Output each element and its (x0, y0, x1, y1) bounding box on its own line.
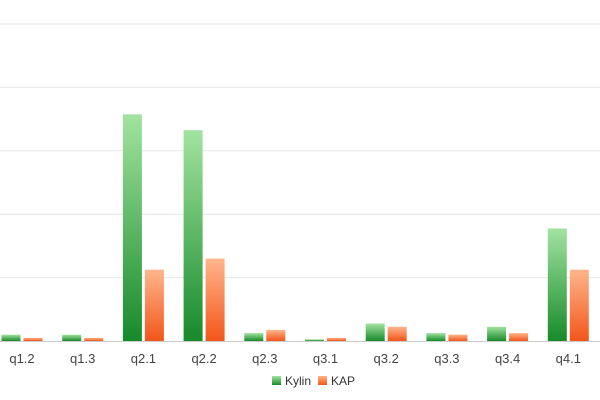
bar-kap-q3.2[interactable] (387, 326, 407, 341)
bar-kap-q3.4[interactable] (509, 333, 529, 341)
bars-group (1, 114, 589, 341)
legend-label-kylin[interactable]: Kylin (285, 374, 311, 388)
bar-kap-q2.2[interactable] (205, 258, 225, 341)
x-tick-label: q1.3 (70, 351, 95, 366)
bar-kylin-q4.1[interactable] (547, 228, 567, 341)
bar-kylin-q2.2[interactable] (183, 130, 203, 341)
x-tick-label: q3.4 (495, 351, 520, 366)
legend-swatch-kap[interactable] (318, 376, 327, 385)
bar-kylin-q1.2[interactable] (1, 334, 21, 341)
bar-kap-q3.1[interactable] (327, 337, 346, 341)
bar-kylin-q3.4[interactable] (487, 326, 507, 341)
x-tick-label: q4.1 (556, 351, 581, 366)
bar-kap-q1.2[interactable] (23, 337, 43, 341)
x-tick-label: q3.3 (434, 351, 459, 366)
x-tick-labels: q1.2 q1.3 q2.1 q2.2 q2.3 q3.1 q3.2 q3.3 q3.4 q4.1 (9, 351, 581, 366)
gridlines (0, 23, 600, 279)
bar-kylin-q3.1[interactable] (305, 339, 324, 341)
bar-kylin-q3.2[interactable] (365, 323, 385, 341)
bar-kap-q2.3[interactable] (266, 329, 286, 341)
legend: Kylin KAP (272, 374, 355, 388)
x-tick-label: q2.2 (191, 351, 216, 366)
bar-kap-q3.3[interactable] (448, 334, 468, 341)
bar-kylin-q2.3[interactable] (244, 333, 264, 341)
bar-kap-q1.3[interactable] (84, 337, 104, 341)
x-tick-label: q3.2 (374, 351, 399, 366)
legend-label-kap[interactable]: KAP (331, 374, 355, 388)
x-tick-label: q2.1 (131, 351, 156, 366)
legend-swatch-kylin[interactable] (272, 376, 281, 385)
x-tick-label: q3.1 (313, 351, 338, 366)
bar-kylin-q2.1[interactable] (122, 114, 142, 341)
bar-kylin-q1.3[interactable] (62, 334, 82, 341)
bar-kylin-q3.3[interactable] (426, 333, 446, 341)
x-tick-label: q2.3 (252, 351, 277, 366)
bar-kap-q4.1[interactable] (569, 269, 589, 341)
bar-kap-q2.1[interactable] (144, 269, 164, 341)
x-tick-label: q1.2 (9, 351, 34, 366)
